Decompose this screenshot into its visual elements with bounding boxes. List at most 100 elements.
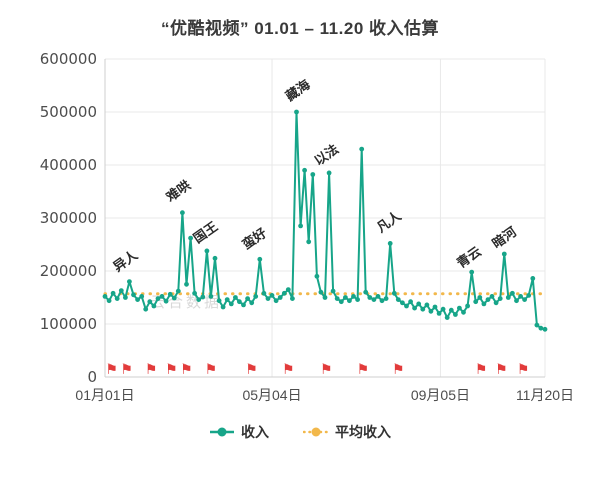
data-point [269,293,275,298]
data-point [294,109,299,115]
data-point [408,299,413,305]
legend-item-average-income[interactable]: 平均收入 [303,422,391,442]
data-point [473,299,479,305]
data-point [432,304,438,310]
data-point [453,312,458,317]
data-point [343,295,348,300]
annotation-label: 蛮好 [239,225,269,252]
data-point [114,296,120,301]
data-point [338,299,344,305]
data-point [273,298,279,304]
flag-icon: ⚑ [180,362,193,378]
data-point [505,295,511,300]
data-point [180,210,185,216]
data-point [126,279,132,284]
data-point [204,248,210,254]
flag-icon: ⚑ [245,362,258,378]
y-tick-label: 300000 [40,209,97,227]
data-point [212,255,218,261]
data-point [184,281,189,287]
y-tick-label: 0 [87,368,97,386]
data-point [253,294,259,299]
data-point [147,299,153,305]
x-tick-label: 11月20日 [516,387,574,403]
data-point [485,297,491,302]
data-point [326,170,332,176]
data-point [302,167,307,173]
data-point [163,298,169,304]
data-point [457,305,462,311]
data-point [530,276,536,281]
data-point [526,293,532,298]
legend-item-income[interactable]: 收入 [209,422,269,442]
data-point [285,287,291,292]
data-point [461,309,466,315]
data-point [167,291,173,297]
flag-icon: ⚑ [165,362,178,378]
annotation-label: 异人 [110,247,141,275]
data-point [412,305,417,311]
legend-label: 收入 [241,424,269,440]
data-point [249,300,255,306]
data-point [196,297,202,302]
data-point [542,326,548,332]
data-point [237,299,242,305]
data-point [522,297,527,302]
data-point [318,289,324,295]
annotation-label: 难哄 [162,177,193,205]
flag-icon: ⚑ [320,362,333,378]
data-point [448,307,454,313]
data-point [110,290,116,296]
data-point [216,298,222,304]
data-point [404,303,409,309]
data-point [208,294,214,299]
x-tick-label: 09月05日 [411,387,470,403]
legend: 收入 平均收入 [0,422,600,442]
data-point [139,294,145,299]
data-point [257,256,263,262]
data-point [334,296,340,301]
grid-lines [104,58,546,378]
data-point [245,296,251,301]
data-point [188,235,194,241]
data-point [102,294,108,299]
y-tick-label: 600000 [40,50,97,68]
data-point [322,295,328,300]
flag-icon: ⚑ [105,362,118,378]
data-point [290,296,295,301]
data-point [465,303,470,309]
data-point [493,300,499,306]
flag-icon: ⚑ [495,362,508,378]
y-tick-label: 100000 [40,315,97,333]
data-point [233,295,238,300]
data-point [159,294,165,299]
flag-markers: ⚑ ⚑ ⚑ ⚑ ⚑ ⚑ ⚑ ⚑ ⚑ ⚑ ⚑ ⚑ ⚑ ⚑ [105,362,529,378]
data-point [436,311,442,316]
data-point [265,296,271,301]
data-point [440,306,446,312]
x-axis-labels: 01月01日 05月04日 09月05日 11月20日 [75,387,574,403]
data-point [367,295,373,300]
data-point [387,241,393,246]
legend-label: 平均收入 [335,424,391,440]
data-point [135,297,141,302]
data-point [416,301,422,307]
data-point [489,294,495,299]
annotation-label: 国王 [190,219,220,246]
data-point [314,273,320,279]
data-point [497,296,503,301]
flag-icon: ⚑ [145,362,158,378]
data-point [371,297,377,302]
data-point [538,325,544,331]
data-point [420,306,426,312]
data-point [510,290,515,296]
flag-icon: ⚑ [392,362,405,378]
data-point [220,304,226,310]
annotation-label: 暗河 [489,224,519,251]
chart-title: “优酷视频” 01.01 – 11.20 收入估算 [161,19,439,38]
data-point [518,294,523,299]
data-point [469,269,475,275]
data-point [424,302,430,308]
income-points [102,109,548,332]
x-tick-label: 05月04日 [242,387,301,403]
